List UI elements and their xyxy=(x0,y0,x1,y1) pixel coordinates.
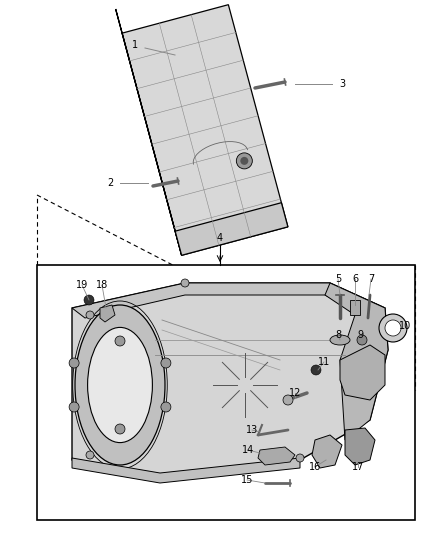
Circle shape xyxy=(385,320,401,336)
Bar xyxy=(350,300,360,315)
Ellipse shape xyxy=(88,327,152,442)
Polygon shape xyxy=(72,283,385,318)
Text: 18: 18 xyxy=(96,280,108,290)
Circle shape xyxy=(86,451,94,459)
Polygon shape xyxy=(345,428,375,465)
Circle shape xyxy=(115,424,125,434)
Polygon shape xyxy=(325,283,388,440)
Polygon shape xyxy=(122,5,288,255)
Bar xyxy=(37,265,415,520)
Circle shape xyxy=(69,358,79,368)
Circle shape xyxy=(86,311,94,319)
Circle shape xyxy=(311,365,321,375)
Text: 4: 4 xyxy=(217,233,223,243)
Text: 13: 13 xyxy=(246,425,258,435)
Circle shape xyxy=(84,295,94,305)
Polygon shape xyxy=(258,447,295,465)
Circle shape xyxy=(237,153,252,169)
Polygon shape xyxy=(116,9,182,255)
Polygon shape xyxy=(72,283,388,475)
Circle shape xyxy=(240,157,248,165)
Circle shape xyxy=(181,279,189,287)
Text: 10: 10 xyxy=(399,321,411,331)
Text: 3: 3 xyxy=(339,79,345,89)
Text: 12: 12 xyxy=(289,388,301,398)
Polygon shape xyxy=(72,458,300,483)
Text: 9: 9 xyxy=(357,330,363,340)
Circle shape xyxy=(357,335,367,345)
Polygon shape xyxy=(340,345,385,400)
Text: 1: 1 xyxy=(132,40,138,50)
Circle shape xyxy=(115,336,125,346)
Polygon shape xyxy=(100,305,115,322)
Ellipse shape xyxy=(75,305,165,465)
Circle shape xyxy=(161,358,171,368)
Text: 17: 17 xyxy=(352,462,364,472)
Text: 11: 11 xyxy=(318,357,330,367)
Polygon shape xyxy=(175,203,288,255)
Circle shape xyxy=(69,402,79,412)
Text: 19: 19 xyxy=(76,280,88,290)
Circle shape xyxy=(161,402,171,412)
Text: 2: 2 xyxy=(107,178,113,188)
Text: 15: 15 xyxy=(241,475,253,485)
Text: 7: 7 xyxy=(368,274,374,284)
Circle shape xyxy=(283,395,293,405)
Text: 16: 16 xyxy=(309,462,321,472)
Circle shape xyxy=(296,454,304,462)
Text: 8: 8 xyxy=(335,330,341,340)
Text: 6: 6 xyxy=(352,274,358,284)
Text: 14: 14 xyxy=(242,445,254,455)
Circle shape xyxy=(379,314,407,342)
Text: 5: 5 xyxy=(335,274,341,284)
Polygon shape xyxy=(312,435,342,468)
Ellipse shape xyxy=(330,335,350,345)
